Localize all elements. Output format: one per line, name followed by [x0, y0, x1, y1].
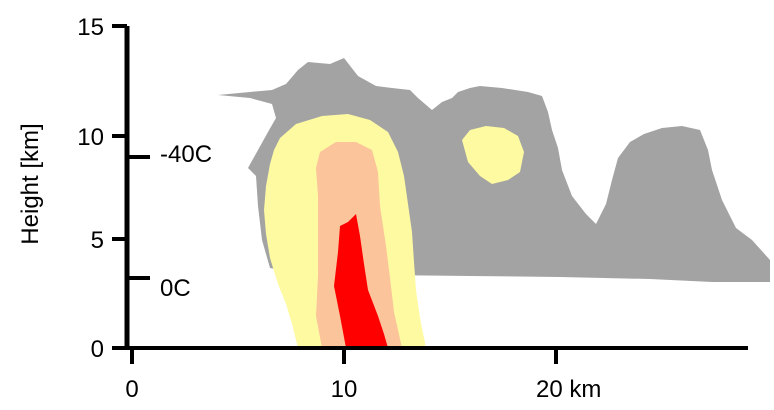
- upper-echo-cell: [462, 126, 524, 184]
- y-axis-title: Height [km]: [17, 123, 44, 244]
- strong-echo-core: [334, 214, 388, 348]
- x-tick-label-20: 20 km: [536, 376, 601, 403]
- isotherm-zero-label: 0C: [160, 275, 191, 302]
- y-tick-label-0: 0: [91, 336, 104, 363]
- x-tick-label-0: 0: [125, 376, 138, 403]
- y-tick-label-5: 5: [91, 227, 104, 254]
- y-tick-label-10: 10: [77, 124, 104, 151]
- y-tick-label-15: 15: [77, 14, 104, 41]
- isotherm-minus40-label: -40C: [160, 141, 212, 168]
- x-tick-label-10: 10: [331, 376, 358, 403]
